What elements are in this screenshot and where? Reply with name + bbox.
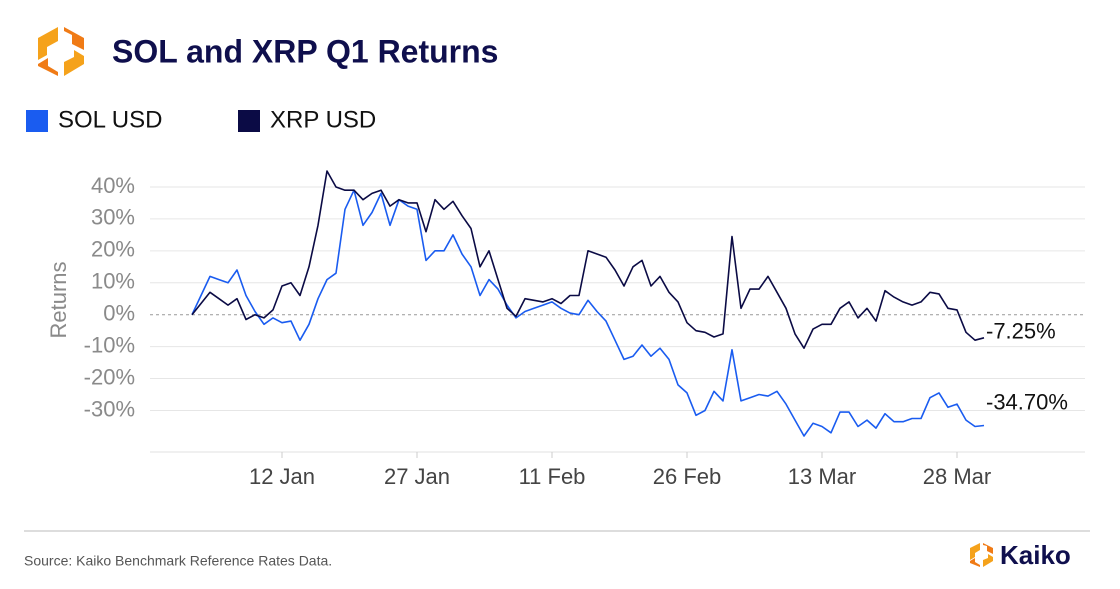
y-tick-label: -30% (84, 396, 135, 421)
y-tick-label: 30% (91, 205, 135, 230)
y-tick-label: 10% (91, 269, 135, 294)
y-tick-label: 40% (91, 173, 135, 198)
brand-name: Kaiko (1000, 540, 1071, 570)
source-note: Source: Kaiko Benchmark Reference Rates … (24, 553, 332, 569)
y-axis-label: Returns (46, 261, 71, 338)
legend-swatch (26, 110, 48, 132)
legend-swatch (238, 110, 260, 132)
y-tick-label: -20% (84, 364, 135, 389)
series-line (191, 189, 985, 437)
x-tick-label: 26 Feb (653, 464, 722, 489)
end-value-label: -34.70% (986, 389, 1068, 414)
y-tick-label: 0% (103, 301, 135, 326)
x-tick-label: 13 Mar (788, 464, 856, 489)
legend-label: SOL USD (58, 106, 162, 133)
legend-label: XRP USD (270, 106, 376, 133)
y-tick-label: -10% (84, 332, 135, 357)
x-tick-label: 11 Feb (519, 464, 586, 489)
x-tick-label: 27 Jan (384, 464, 450, 489)
logo (38, 27, 84, 76)
y-tick-label: 20% (91, 237, 135, 262)
end-value-label: -7.25% (986, 319, 1056, 344)
x-tick-label: 12 Jan (249, 464, 315, 489)
series-line (191, 170, 985, 349)
x-tick-label: 28 Mar (923, 464, 991, 489)
chart-title: SOL and XRP Q1 Returns (112, 33, 498, 69)
brand-logo (970, 543, 993, 567)
